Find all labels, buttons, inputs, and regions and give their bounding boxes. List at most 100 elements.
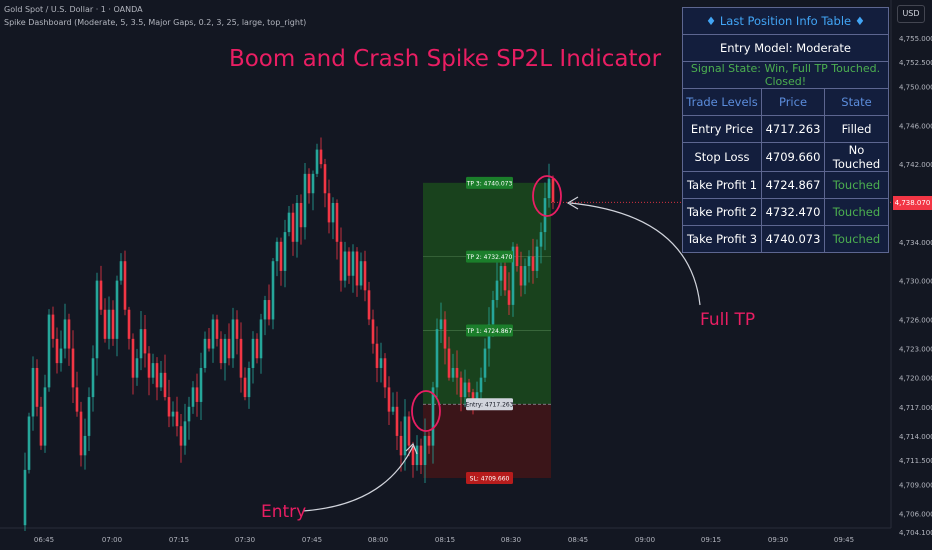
candle [408,417,411,446]
candle [64,319,67,348]
candle [492,300,495,324]
full-tp-arrow [570,203,700,305]
candle [212,319,215,348]
sl-label: SL: 4709.660 [470,476,510,483]
currency-button[interactable]: USD [897,5,925,23]
price-tick-label: 4,746.000 [899,122,932,130]
row-state: Touched [825,172,889,199]
candle [520,266,523,285]
candle [380,358,383,368]
time-tick-label: 07:30 [235,536,255,544]
price-tick-label: 4,711.500 [899,457,932,465]
candle [496,281,499,300]
candle [152,363,155,378]
candle [416,446,419,465]
candle [192,387,195,406]
price-tick-label: 4,752.500 [899,59,932,67]
candle [440,319,443,329]
candle [188,407,191,422]
candle [356,252,359,286]
time-tick-label: 09:00 [635,536,655,544]
time-tick-label: 07:45 [302,536,322,544]
candle [80,412,83,456]
candle [176,412,179,427]
table-header-row: Trade Levels Price State [683,89,889,116]
position-info-table: ♦ Last Position Info Table ♦ Entry Model… [682,7,889,253]
entry-arrow [303,446,413,511]
time-tick-label: 07:15 [169,536,189,544]
candle [480,378,483,393]
candle [532,256,535,271]
candle [36,368,39,407]
candle [484,349,487,378]
candle [272,261,275,319]
header-price: Price [762,89,825,116]
indicator-line: Spike Dashboard (Moderate, 5, 3.5, Major… [4,18,306,27]
row-price: 4724.867 [762,172,825,199]
table-title: ♦ Last Position Info Table ♦ [683,8,889,35]
candle [208,339,211,349]
price-tick-label: 4,734.000 [899,239,932,247]
candle [300,203,303,227]
candle [248,368,251,397]
candle [232,319,235,358]
candle [400,436,403,455]
row-price: 4709.660 [762,143,825,172]
candle [436,329,439,387]
candle [384,358,387,387]
price-tick-label: 4,726.000 [899,316,932,324]
candle [184,421,187,445]
current-price-tag: 4,738.070 [893,196,932,210]
candle [200,368,203,402]
candle [220,339,223,363]
row-state: No Touched [825,143,889,172]
candle [136,358,139,377]
candle [92,358,95,397]
candle [56,339,59,363]
candle [24,470,27,525]
candle [548,179,551,198]
candle [52,315,55,339]
candle [308,174,311,193]
candle [144,329,147,353]
candle [348,252,351,276]
time-tick-label: 08:00 [368,536,388,544]
row-price: 4732.470 [762,199,825,226]
table-row: Take Profit 2 4732.470 Touched [683,199,889,226]
candle [172,412,175,417]
price-tick-label: 4,714.000 [899,433,932,441]
price-tick-label: 4,750.000 [899,84,932,92]
candle [108,310,111,339]
stop-loss-zone [423,404,551,478]
candle [256,339,259,358]
candle [372,319,375,343]
row-level: Stop Loss [683,143,762,172]
price-tick-label: 4,730.000 [899,278,932,286]
table-row: Take Profit 3 4740.073 Touched [683,226,889,253]
candle [424,436,427,465]
candle [376,344,379,368]
candle [32,368,35,417]
candle [340,242,343,281]
candle [120,261,123,280]
candle [508,290,511,305]
candle [276,242,279,261]
candle [284,232,287,271]
candle [140,329,143,358]
candle [452,368,455,378]
candle [100,281,103,310]
time-tick-label: 09:45 [834,536,854,544]
candle [388,387,391,411]
candle [128,310,131,339]
table-row: Entry Price 4717.263 Filled [683,116,889,143]
candle [524,266,527,285]
candle [216,319,219,338]
candle [244,378,247,397]
candle [240,339,243,378]
candle [304,174,307,227]
candle [260,319,263,358]
candle [160,373,163,388]
time-tick-label: 08:30 [501,536,521,544]
candle [228,339,231,358]
time-tick-label: 09:30 [768,536,788,544]
